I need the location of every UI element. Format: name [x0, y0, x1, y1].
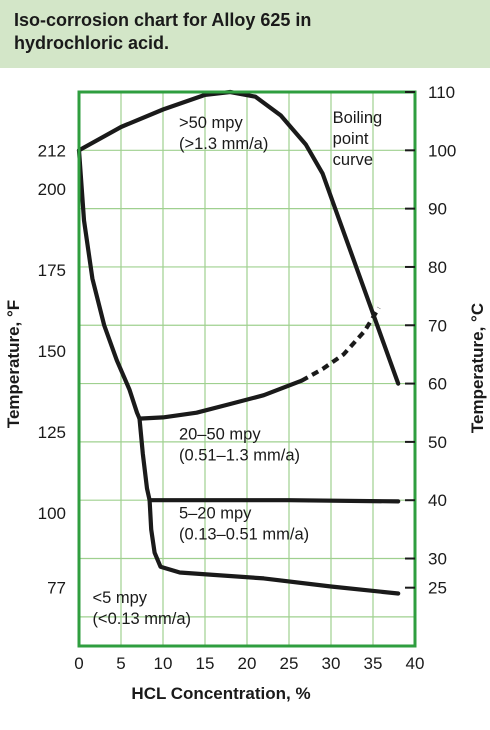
- annotation-line: >50 mpy: [179, 114, 243, 132]
- x-tick-label: 20: [238, 654, 257, 673]
- y-axis-title-left: Temperature, °F: [4, 300, 23, 428]
- left-tick-label: 77: [47, 579, 66, 598]
- chart-title-line-1: Iso-corrosion chart for Alloy 625 in: [14, 10, 312, 30]
- region-annotation: >50 mpy (>1.3 mm/a): [179, 114, 268, 153]
- annotation-line: (<0.13 mm/a): [92, 610, 191, 628]
- right-tick-label: 50: [428, 433, 447, 452]
- iso-line-20-50mpy: [137, 378, 304, 421]
- right-tick-label: 30: [428, 550, 447, 569]
- iso-line-5mpy: [147, 498, 401, 596]
- region-annotation: Boiling point curve: [333, 109, 383, 169]
- annotation-line: 5–20 mpy: [179, 504, 252, 522]
- left-tick-label: 212: [38, 141, 66, 160]
- x-tick-label: 25: [280, 654, 299, 673]
- right-tick-label: 40: [428, 491, 447, 510]
- chart-title-line-2: hydrochloric acid.: [14, 33, 170, 53]
- annotation-line: <5 mpy: [92, 589, 147, 607]
- right-tick-label: 110: [428, 83, 455, 102]
- x-tick-label: 0: [74, 654, 83, 673]
- x-tick-label: 10: [154, 654, 173, 673]
- iso-line-50mpy: [76, 148, 142, 421]
- annotation-line: (>1.3 mm/a): [179, 135, 268, 153]
- x-tick-label: 30: [322, 654, 341, 673]
- plot-frame: [77, 90, 417, 648]
- left-tick-label: 125: [38, 423, 66, 442]
- annotation-line: Boiling: [333, 109, 383, 127]
- x-tick-label: 5: [116, 654, 125, 673]
- left-tick-label: 200: [38, 180, 66, 199]
- annotation-line: (0.13–0.51 mm/a): [179, 525, 309, 543]
- region-annotation: 20–50 mpy (0.51–1.3 mm/a): [179, 426, 300, 465]
- x-tick-label: 35: [364, 654, 383, 673]
- y-axis-title-right: Temperature, °C: [468, 303, 487, 433]
- left-tick-label: 175: [38, 261, 66, 280]
- x-axis-title: HCL Concentration, %: [131, 684, 310, 703]
- left-tick-label: 100: [38, 504, 66, 523]
- region-annotation: 5–20 mpy (0.13–0.51 mm/a): [179, 504, 309, 543]
- x-tick-label: 40: [406, 654, 425, 673]
- x-tick-label: 15: [196, 654, 215, 673]
- right-tick-label: 70: [428, 316, 447, 335]
- annotation-line: curve: [333, 151, 373, 169]
- annotation-line: 20–50 mpy: [179, 426, 261, 444]
- right-tick-label: 100: [428, 141, 456, 160]
- title-bar: Iso-corrosion chart for Alloy 625 in hyd…: [0, 0, 490, 68]
- right-tick-label: 90: [428, 200, 447, 219]
- left-tick-label: 150: [38, 342, 66, 361]
- right-tick-label: 25: [428, 579, 447, 598]
- boiling-point-curve: [76, 89, 401, 386]
- annotation-line: point: [333, 130, 369, 148]
- right-tick-label: 80: [428, 258, 447, 277]
- region-annotation: <5 mpy (<0.13 mm/a): [92, 589, 191, 628]
- iso-line-20-50mpy-extrapolated: [300, 306, 381, 383]
- annotation-line: (0.51–1.3 mm/a): [179, 447, 300, 465]
- right-tick-label: 60: [428, 375, 447, 394]
